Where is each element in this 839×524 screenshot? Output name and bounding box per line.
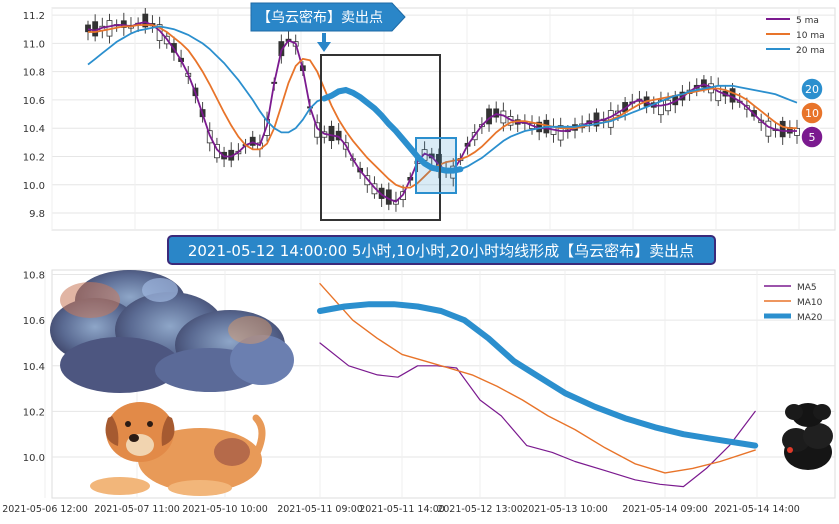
candle-body <box>729 88 736 103</box>
bottom-x-tick-label: 2021-05-10 10:00 <box>182 504 268 515</box>
black-cloud-icon <box>782 403 833 470</box>
bottom-legend-label: MA5 <box>797 283 817 293</box>
bottom-y-tick-label: 10.8 <box>23 271 45 282</box>
candle-body <box>92 21 99 37</box>
top-y-tick-label: 10.8 <box>23 68 45 79</box>
bottom-series-line-3 <box>317 301 759 449</box>
ma-badge-label: 5 <box>809 131 816 144</box>
bottom-legend-label: MA10 <box>797 298 823 308</box>
sell-point-banner-mid: 2021-05-12 14:00:00 5小时,10小时,20小时均线形成【乌云… <box>167 235 716 287</box>
top-legend-label: 20 ma <box>796 46 825 56</box>
candle-body <box>493 108 500 118</box>
bottom-y-tick-label: 10.6 <box>23 316 45 327</box>
ma-badge-circle <box>800 125 824 149</box>
ma-badge-circle <box>800 77 824 101</box>
sell-point-banner-top: 【乌云密布】卖出点 <box>250 2 406 52</box>
bottom-x-tick-label: 2021-05-06 12:00 <box>2 504 88 515</box>
candle-body <box>557 125 564 141</box>
top-gridlines <box>51 8 835 230</box>
ma-badge-circle <box>800 101 824 125</box>
top-ma20-highlight <box>321 86 464 174</box>
bottom-series-line-1 <box>319 342 756 488</box>
bottom-x-tick-label: 2021-05-14 14:00 <box>714 504 800 515</box>
top-chart-panel: 9.8 10.0 10.2 10.4 10.6 10.8 11.0 11.2 5 ma 10 m… <box>23 7 836 231</box>
bottom-y-tick-label: 10.0 <box>23 453 45 464</box>
dog-illustration <box>90 402 266 496</box>
bottom-x-tick-label: 2021-05-14 09:00 <box>622 504 708 515</box>
candle-body <box>278 41 285 57</box>
top-legend: 5 ma 10 ma 20 ma <box>766 16 825 56</box>
candle-body <box>779 120 786 138</box>
highlight-ma20-thick <box>321 86 464 174</box>
bottom-legend: MA5 MA10 MA20 <box>764 283 823 323</box>
top-y-tick-label: 10.0 <box>23 181 45 192</box>
top-y-tick-labels: 9.8 10.0 10.2 10.4 10.6 10.8 11.0 11.2 <box>23 11 45 220</box>
bottom-x-tick-label: 2021-05-07 11:00 <box>94 504 180 515</box>
bottom-legend-label: MA20 <box>797 313 823 323</box>
bottom-x-tick-labels: 2021-05-06 12:00 2021-05-07 11:00 2021-05-… <box>2 504 800 515</box>
top-legend-label: 5 ma <box>796 16 819 26</box>
candle-body <box>249 136 256 146</box>
bottom-y-tick-labels: 10.0 10.2 10.4 10.6 10.8 <box>23 271 45 464</box>
top-y-tick-label: 11.2 <box>23 11 45 22</box>
ma-badge-label: 10 <box>805 107 819 120</box>
candle-body <box>85 24 91 33</box>
ma-badges: 20 10 5 <box>800 77 824 149</box>
selection-box-small <box>415 137 457 194</box>
candle-body <box>765 120 772 137</box>
bottom-series-line-2 <box>319 283 756 474</box>
bottom-x-tick-label: 2021-05-11 14:00 <box>359 504 445 515</box>
candle-body <box>142 13 149 28</box>
bottom-ma-lines <box>317 283 759 488</box>
top-legend-label: 10 ma <box>796 31 825 41</box>
candle-body <box>328 125 335 142</box>
top-y-tick-label: 11.0 <box>23 39 45 50</box>
candle-body <box>593 112 600 127</box>
ma-badge-label: 20 <box>805 83 819 96</box>
storm-cloud-illustration <box>50 270 294 393</box>
banner-top-text: 【乌云密布】卖出点 <box>257 9 383 26</box>
top-y-tick-label: 9.8 <box>29 209 45 220</box>
top-y-tick-label: 10.2 <box>23 152 45 163</box>
bottom-x-tick-label: 2021-05-13 10:00 <box>522 504 608 515</box>
bottom-x-tick-label: 2021-05-11 09:00 <box>277 504 363 515</box>
candle-body <box>658 99 664 116</box>
bottom-y-tick-label: 10.2 <box>23 407 45 418</box>
top-y-tick-label: 10.6 <box>23 96 45 107</box>
top-y-tick-label: 10.4 <box>23 124 45 135</box>
arrow-down-icon <box>317 42 331 52</box>
candle-body <box>665 99 671 112</box>
banner-mid-text: 2021-05-12 14:00:00 5小时,10小时,20小时均线形成【乌云… <box>188 242 694 260</box>
bottom-x-tick-label: 2021-05-12 13:00 <box>437 504 523 515</box>
candle-body <box>794 127 800 136</box>
bottom-y-tick-label: 10.4 <box>23 362 45 373</box>
